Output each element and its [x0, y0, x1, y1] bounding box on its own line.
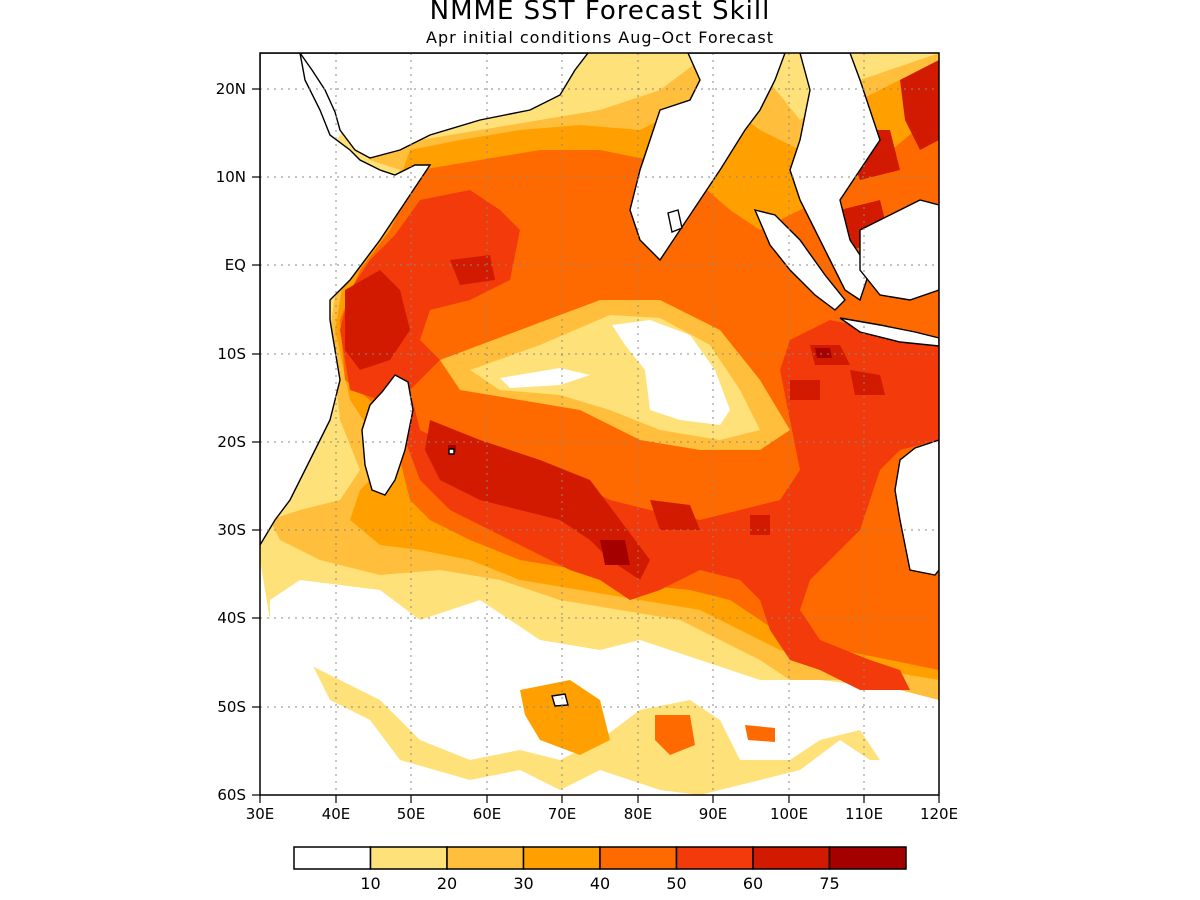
colorbar-label: 40: [590, 874, 610, 893]
colorbar-label: 75: [819, 874, 839, 893]
lon-labels: 30E 40E 50E 60E 70E 80E 90E 100E 110E 12…: [246, 805, 958, 823]
sri-lanka: [667, 209, 683, 233]
colorbar-swatch: [675, 846, 754, 870]
colorbar-swatch: [828, 846, 907, 870]
lon-label: 50E: [397, 805, 426, 823]
gridlines: [260, 53, 939, 795]
kerguelen-patch: [520, 680, 610, 755]
australia: [894, 439, 939, 576]
mauritius: [448, 448, 455, 455]
lon-label: 110E: [845, 805, 883, 823]
india: [629, 53, 786, 262]
arabian-peninsula: [299, 53, 589, 159]
lon-label: 80E: [624, 805, 653, 823]
plot-frame: [259, 52, 940, 796]
colorbar-swatch: [446, 846, 525, 870]
lon-label: 100E: [770, 805, 808, 823]
contour-60-75: [345, 60, 939, 580]
colorbar-label: 30: [513, 874, 533, 893]
colorbar-swatch: [599, 846, 678, 870]
colorbar-swatch: [369, 846, 448, 870]
lon-label: 30E: [246, 805, 275, 823]
low-skill-central-core: [500, 320, 730, 425]
lat-label: 10N: [216, 168, 246, 186]
map-title: NMME SST Forecast Skill: [429, 0, 771, 26]
borneo: [859, 199, 939, 301]
lat-labels: 20N 10N EQ 10S 20S 30S 40S 50S 60S: [216, 80, 246, 804]
africa: [260, 53, 432, 547]
lon-label: 90E: [699, 805, 728, 823]
kerguelen-island: [551, 693, 569, 707]
map-subtitle: Apr initial conditions Aug–Oct Forecast: [426, 28, 774, 47]
colorbar-swatch: [522, 846, 601, 870]
contour-gap-south: [270, 580, 939, 760]
lat-label: 60S: [217, 786, 246, 804]
colorbar-label: 60: [743, 874, 763, 893]
lat-label: EQ: [225, 256, 246, 274]
lat-label: 20N: [216, 80, 246, 98]
lon-label: 40E: [322, 805, 351, 823]
lat-label: 40S: [217, 609, 246, 627]
colorbar-label: 10: [360, 874, 380, 893]
lon-label: 70E: [548, 805, 577, 823]
sumatra: [753, 208, 846, 311]
skill-contours: [260, 53, 939, 795]
lat-label: 50S: [217, 698, 246, 716]
south-patch-90e: [655, 715, 775, 755]
lat-label: 10S: [217, 345, 246, 363]
lon-label: 60E: [473, 805, 502, 823]
java: [839, 317, 939, 347]
lat-label: 30S: [217, 521, 246, 539]
colorbar-swatch: [752, 846, 831, 870]
colorbar-swatch: [293, 846, 372, 870]
axis-ticks: [252, 88, 940, 803]
colorbar-label: 50: [666, 874, 686, 893]
lon-label: 120E: [920, 805, 958, 823]
colorbar-label: 20: [437, 874, 457, 893]
madagascar: [361, 374, 414, 496]
colorbar: 10 20 30 40 50 60 75: [293, 846, 907, 893]
lat-label: 20S: [217, 433, 246, 451]
